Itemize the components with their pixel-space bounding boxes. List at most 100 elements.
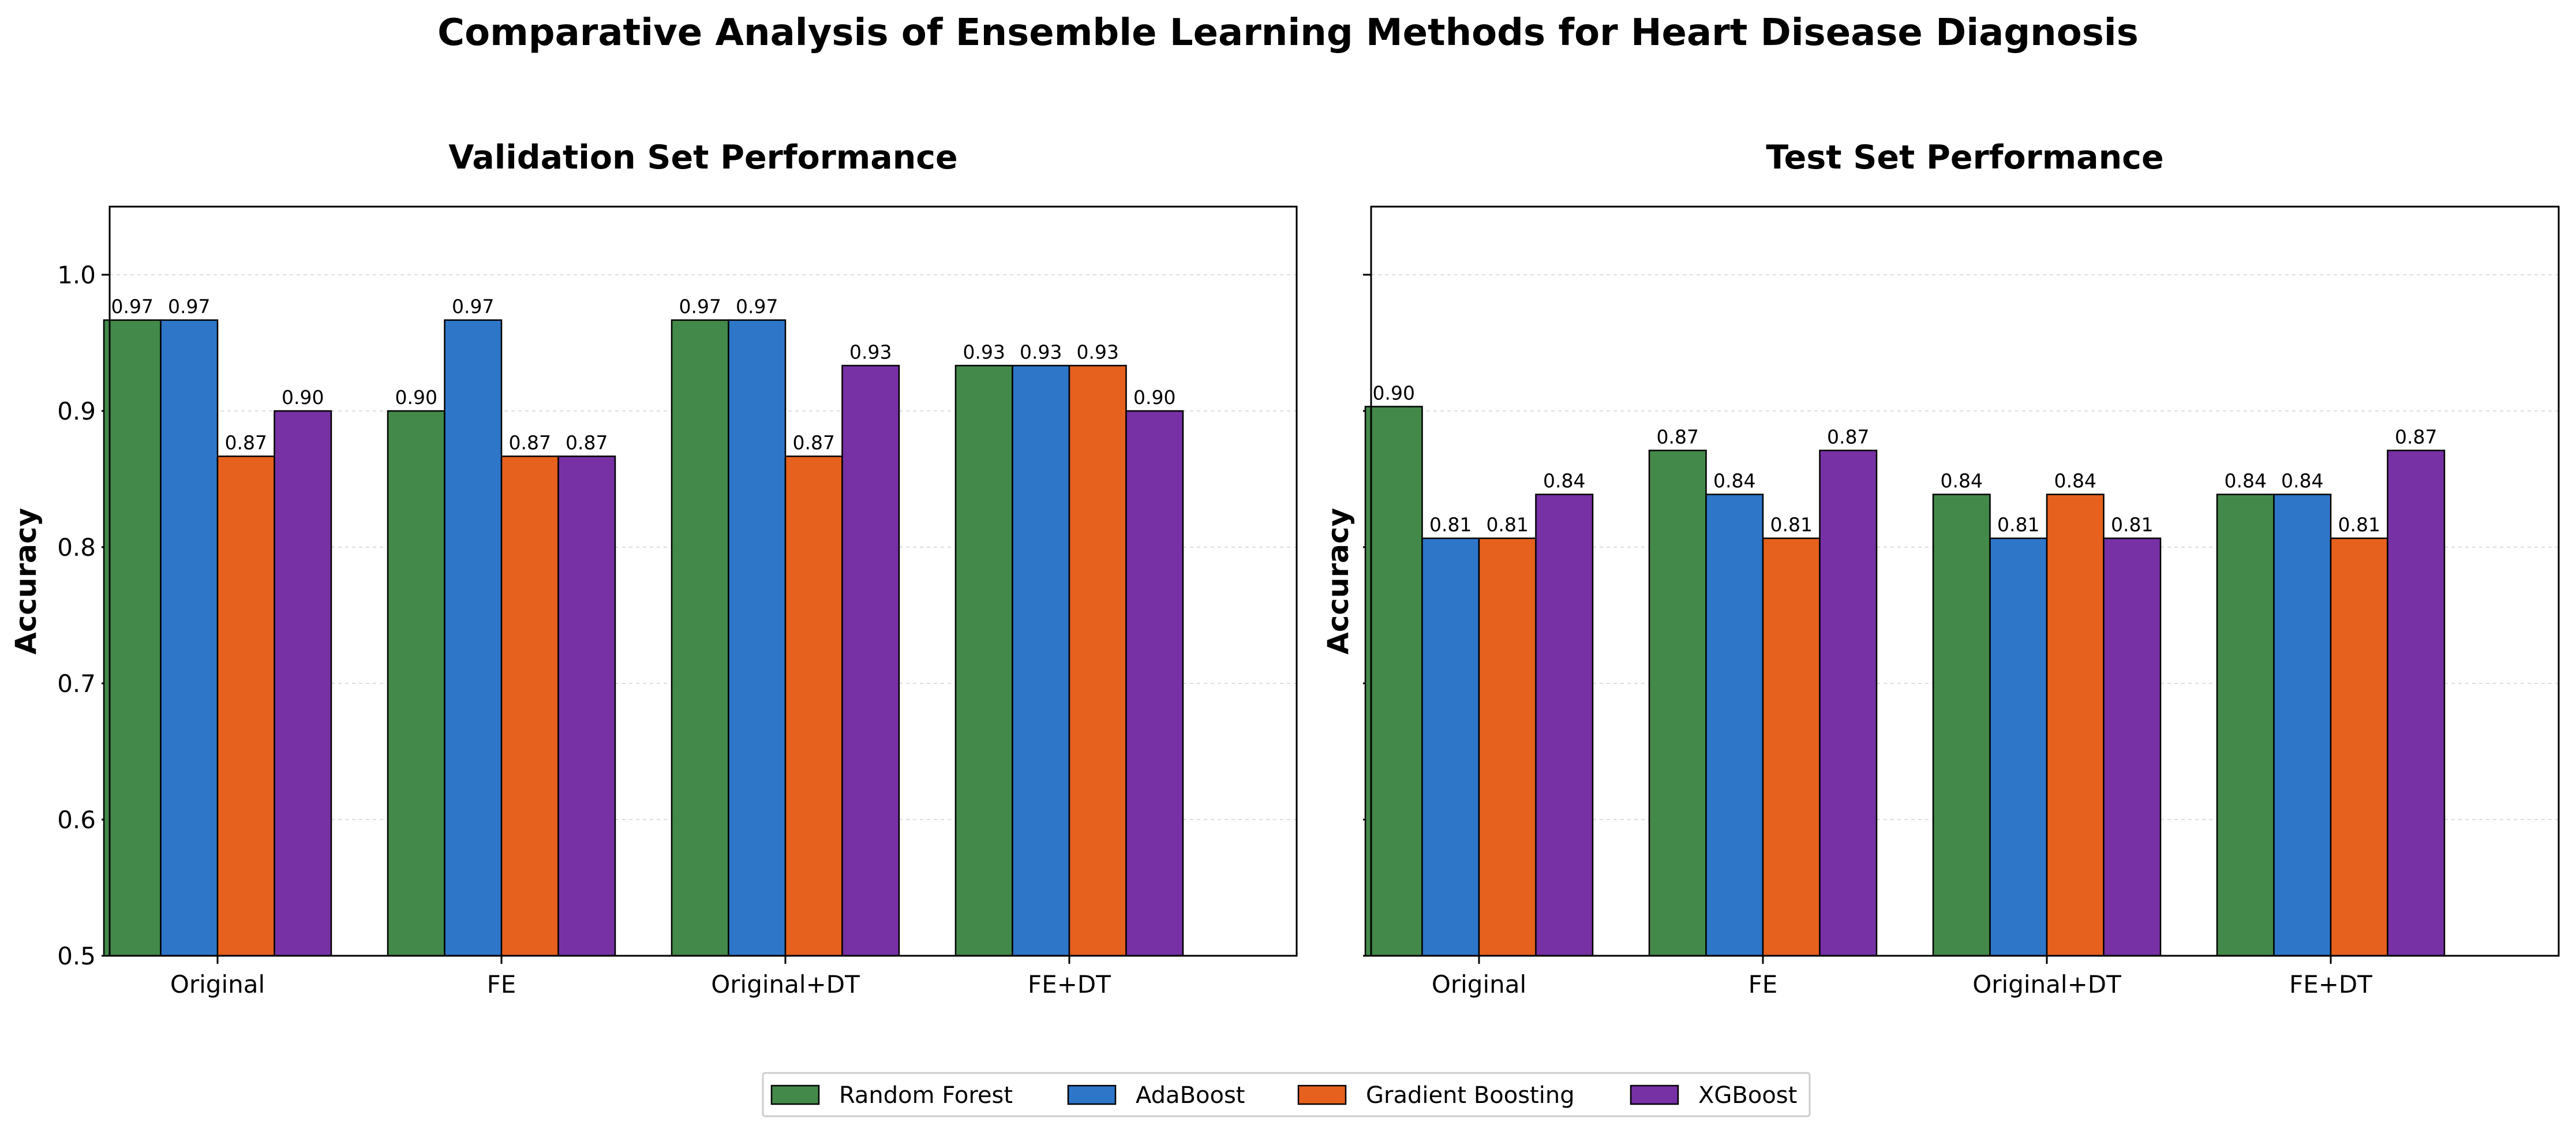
bar-value-label: 0.90 bbox=[1373, 382, 1415, 404]
bar-value-label: 0.93 bbox=[963, 341, 1005, 363]
bar-xgboost bbox=[1535, 493, 1594, 957]
bar-value-label: 0.87 bbox=[2395, 425, 2437, 448]
legend-label: Gradient Boosting bbox=[1366, 1082, 1575, 1109]
plot-frame bbox=[108, 205, 1298, 957]
x-tick-label: FE+DT bbox=[1028, 970, 1111, 998]
bar-value-label: 0.93 bbox=[849, 341, 892, 363]
y-tick-label: 0.5 bbox=[57, 942, 96, 970]
y-axis-label: Accuracy bbox=[1321, 508, 1355, 654]
panel-0: Validation Set Performance 0.5 0.6 0.7 0.8 0.… bbox=[9, 139, 1298, 998]
bar-xgboost bbox=[274, 410, 332, 957]
x-tick-label: FE bbox=[1748, 970, 1778, 998]
bar-value-label: 0.84 bbox=[1941, 470, 1983, 492]
x-tick-label: Original bbox=[1432, 970, 1526, 998]
bar-value-label: 0.90 bbox=[395, 386, 437, 409]
bar-gradient-boosting bbox=[1068, 365, 1127, 957]
bar-adaboost bbox=[728, 319, 787, 957]
bar-random-forest bbox=[103, 319, 162, 957]
y-tick-label: 0.8 bbox=[57, 533, 96, 562]
bar-random-forest bbox=[954, 365, 1013, 957]
bar-value-label: 0.93 bbox=[1077, 341, 1119, 363]
x-tick-label: Original+DT bbox=[1972, 970, 2121, 998]
y-tick-label: 0.6 bbox=[57, 806, 96, 834]
bar-xgboost bbox=[557, 455, 616, 957]
legend-swatch bbox=[1630, 1084, 1679, 1105]
legend-swatch bbox=[1297, 1084, 1347, 1105]
chart-title: Comparative Analysis of Ensemble Learnin… bbox=[437, 12, 2139, 54]
bar-value-label: 0.97 bbox=[111, 296, 153, 318]
panel-title: Test Set Performance bbox=[1766, 139, 2163, 177]
bar-xgboost bbox=[1819, 450, 1878, 957]
bar-value-label: 0.87 bbox=[509, 432, 551, 454]
bar-value-label: 0.81 bbox=[1487, 514, 1529, 536]
legend-label: Random Forest bbox=[839, 1082, 1013, 1109]
bar-xgboost bbox=[1125, 410, 1184, 957]
legend-label: XGBoost bbox=[1698, 1082, 1797, 1109]
bar-value-label: 0.81 bbox=[2111, 514, 2153, 536]
bar-xgboost bbox=[2387, 450, 2446, 957]
y-tick-label: 0.7 bbox=[57, 670, 96, 698]
bar-value-label: 0.97 bbox=[679, 296, 721, 318]
bar-gradient-boosting bbox=[2330, 537, 2388, 957]
bar-value-label: 0.97 bbox=[168, 296, 210, 318]
bar-adaboost bbox=[1012, 365, 1070, 957]
bar-value-label: 0.97 bbox=[736, 296, 778, 318]
bar-value-label: 0.84 bbox=[1713, 470, 1755, 492]
bar-value-label: 0.84 bbox=[1543, 470, 1585, 492]
bar-value-label: 0.87 bbox=[1827, 425, 1869, 448]
bar-random-forest bbox=[387, 410, 445, 957]
panel-1: Test Set Performance Accuracy Original 0.90… bbox=[1321, 139, 2560, 998]
bar-adaboost bbox=[1421, 537, 1480, 957]
legend-frame bbox=[762, 1072, 1811, 1117]
y-tick-label: 1.0 bbox=[57, 261, 96, 289]
x-tick-label: Original+DT bbox=[711, 970, 860, 998]
bar-gradient-boosting bbox=[1478, 537, 1537, 957]
plot-frame bbox=[1370, 205, 2560, 957]
bar-gradient-boosting bbox=[784, 455, 843, 957]
bar-value-label: 0.84 bbox=[2225, 470, 2267, 492]
bar-adaboost bbox=[2273, 493, 2332, 957]
bar-random-forest bbox=[1364, 406, 1423, 957]
y-tick-label: 0.9 bbox=[57, 397, 96, 425]
bar-value-label: 0.93 bbox=[1020, 341, 1062, 363]
bar-xgboost bbox=[841, 365, 900, 957]
bar-value-label: 0.87 bbox=[566, 432, 608, 454]
x-tick-label: FE+DT bbox=[2289, 970, 2372, 998]
bar-adaboost bbox=[160, 319, 219, 957]
bar-random-forest bbox=[1648, 450, 1707, 957]
panel-title: Validation Set Performance bbox=[448, 139, 957, 177]
bar-xgboost bbox=[2103, 537, 2162, 957]
bar-value-label: 0.90 bbox=[1133, 386, 1175, 409]
bar-gradient-boosting bbox=[2046, 493, 2105, 957]
bar-random-forest bbox=[2216, 493, 2275, 957]
legend-swatch bbox=[770, 1084, 820, 1105]
bar-adaboost bbox=[444, 319, 503, 957]
bar-value-label: 0.84 bbox=[2054, 470, 2096, 492]
x-tick-label: Original bbox=[170, 970, 265, 998]
bar-value-label: 0.81 bbox=[1429, 514, 1472, 536]
legend-swatch bbox=[1067, 1084, 1117, 1105]
bar-value-label: 0.97 bbox=[452, 296, 494, 318]
bar-gradient-boosting bbox=[216, 455, 275, 957]
legend-label: AdaBoost bbox=[1136, 1082, 1245, 1109]
bar-adaboost bbox=[1705, 493, 1764, 957]
bar-gradient-boosting bbox=[500, 455, 559, 957]
bar-value-label: 0.87 bbox=[793, 432, 835, 454]
bar-value-label: 0.87 bbox=[225, 432, 267, 454]
bar-gradient-boosting bbox=[1762, 537, 1821, 957]
y-axis-label: Accuracy bbox=[9, 508, 43, 654]
chart-legend: Random Forest AdaBoost Gradient Boosting XG… bbox=[762, 1072, 1811, 1117]
bar-adaboost bbox=[1989, 537, 2048, 957]
bar-random-forest bbox=[671, 319, 729, 957]
bar-value-label: 0.90 bbox=[282, 386, 324, 409]
x-tick-label: FE bbox=[487, 970, 516, 998]
chart-panels: Validation Set Performance 0.5 0.6 0.7 0.8 0.… bbox=[9, 139, 2560, 998]
bar-value-label: 0.84 bbox=[2281, 470, 2323, 492]
bar-value-label: 0.81 bbox=[1997, 514, 2039, 536]
bar-value-label: 0.81 bbox=[2338, 514, 2380, 536]
bar-value-label: 0.81 bbox=[1770, 514, 1813, 536]
bar-random-forest bbox=[1932, 493, 1991, 957]
bar-value-label: 0.87 bbox=[1657, 425, 1699, 448]
